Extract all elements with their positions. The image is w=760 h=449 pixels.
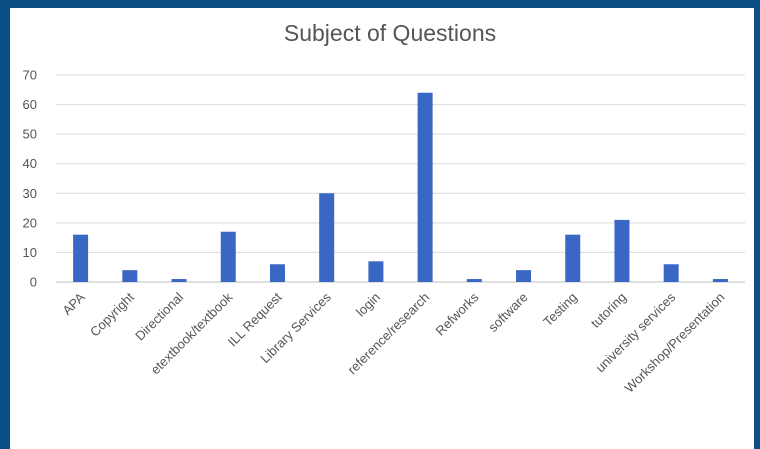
y-tick-label: 50: [23, 127, 37, 142]
bar: [319, 193, 335, 282]
bar: [73, 234, 89, 282]
y-tick-label: 10: [23, 245, 37, 260]
x-category-label: login: [353, 290, 383, 320]
y-tick-label: 60: [23, 97, 37, 112]
y-tick-label: 40: [23, 156, 37, 171]
bar: [565, 234, 581, 282]
y-tick-label: 70: [23, 68, 37, 83]
x-category-label: Testing: [540, 290, 580, 330]
bar: [368, 261, 384, 282]
bar: [516, 270, 532, 282]
x-category-label: tutoring: [588, 290, 629, 331]
bar: [712, 279, 728, 282]
bar: [417, 92, 433, 282]
bar: [122, 270, 138, 282]
bar-chart: Subject of Questions 0 10 20 30 40 50 60 70 APA…: [23, 20, 745, 396]
bar: [466, 279, 482, 282]
x-category-label: Workshop/Presentation: [622, 290, 728, 396]
x-category-label: Copyright: [87, 289, 137, 339]
x-category-label: etextbook/textbook: [148, 289, 236, 377]
x-category-label: software: [485, 290, 530, 335]
bar: [220, 231, 236, 282]
y-tick-label: 0: [30, 275, 37, 290]
x-category-label: APA: [59, 289, 88, 318]
x-category-label: Refworks: [433, 289, 482, 338]
chart-panel: Subject of Questions 0 10 20 30 40 50 60 70 APA…: [10, 8, 754, 449]
bar: [663, 264, 679, 282]
bar: [171, 279, 187, 282]
bar: [269, 264, 285, 282]
chart-title: Subject of Questions: [284, 20, 496, 46]
x-category-label: reference/research: [344, 290, 432, 378]
bar: [614, 219, 630, 282]
y-tick-label: 30: [23, 186, 37, 201]
y-tick-label: 20: [23, 215, 37, 230]
